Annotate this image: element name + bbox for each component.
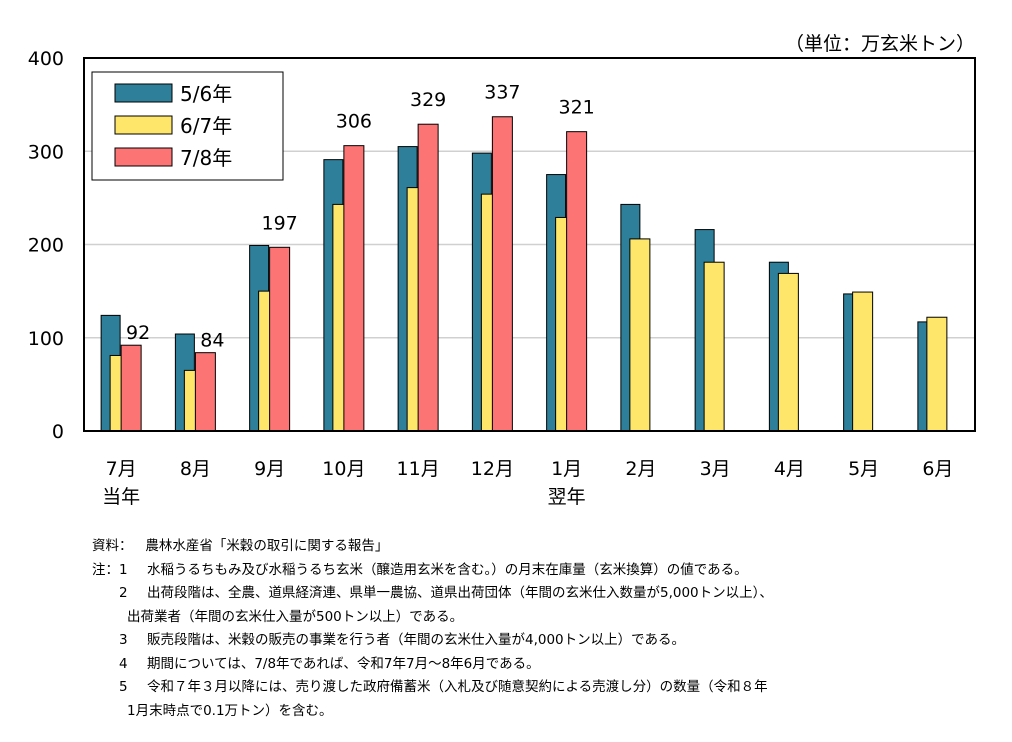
bar-series-2	[926, 316, 948, 432]
y-tick-label: 0	[52, 421, 64, 443]
y-tick-label: 400	[28, 48, 64, 70]
note-2-cont: 出荷業者（年間の玄米仕入量が500トン以上）である。	[127, 608, 464, 625]
x-tick-label: 7月	[106, 458, 137, 480]
source-text: 農林水産省「米穀の取引に関する報告」	[145, 538, 389, 554]
legend-label: 6/7年	[180, 114, 232, 138]
legend-label: 7/8年	[180, 146, 232, 170]
data-label: 92	[126, 322, 150, 344]
x-tick-label: 11月	[397, 458, 440, 480]
x-tick-label: 6月	[922, 458, 953, 480]
bar-series-3	[343, 145, 365, 432]
bar-series-3	[269, 246, 291, 432]
notes: 資料： 農林水産省「米穀の取引に関する報告」 注：1 水稲うるちもみ及び水稲うるち…	[92, 535, 773, 723]
note-5: 5 令和７年３月以降には、売り渡した政府備蓄米（入札及び随意契約による売渡し分）の…	[119, 679, 768, 695]
unit-label: （単位：万玄米トン）	[785, 33, 975, 55]
bar-series-3	[417, 123, 439, 432]
data-label: 84	[200, 330, 224, 352]
data-label: 329	[410, 89, 446, 111]
note-label: 注：	[92, 561, 119, 578]
bar-series-3	[194, 352, 216, 432]
note-1: 注：1 水稲うるちもみ及び水稲うるち玄米（醸造用玄米を含む。）の月末在庫量（玄米換…	[92, 561, 748, 578]
x-tick-label: 12月	[471, 458, 514, 480]
x-tick-label: 10月	[322, 458, 365, 480]
bar-series-2	[703, 261, 725, 432]
bar-series-3	[120, 344, 142, 432]
bar-series-2	[777, 272, 799, 432]
y-tick-label: 100	[28, 328, 64, 350]
y-tick-label: 200	[28, 235, 64, 257]
source-label: 資料：	[92, 538, 133, 554]
x-tick-label: 5月	[848, 458, 879, 480]
data-label: 337	[484, 82, 520, 104]
y-tick-label: 300	[28, 141, 64, 163]
x-tick-label: 1月	[551, 458, 582, 480]
bar-series-2	[629, 238, 651, 432]
note-5-cont: 1月末時点で0.1万トン）を含む。	[127, 702, 333, 719]
note-4: 4 期間については、7/8年であれば、令和7年7月～8年6月である。	[119, 655, 540, 672]
x-tick-label: 3月	[700, 458, 731, 480]
data-label: 321	[558, 97, 594, 119]
x-tick-sublabel: 翌年	[548, 486, 586, 508]
bar-series-2	[852, 291, 874, 432]
legend-swatch	[114, 147, 173, 167]
x-tick-label: 9月	[254, 458, 285, 480]
bar-series-3	[491, 116, 513, 432]
note-3: 3 販売段階は、米穀の販売の事業を行う者（年間の玄米仕入量が4,000トン以上）で…	[119, 632, 686, 648]
legend-label: 5/6年	[180, 82, 232, 106]
plot-border	[83, 57, 976, 432]
note-2: 2 出荷段階は、全農、道県経済連、県単一農協、道県出荷団体（年間の玄米仕入数量が5…	[119, 585, 773, 601]
source-line: 資料： 農林水産省「米穀の取引に関する報告」	[92, 535, 773, 559]
legend-swatch	[114, 83, 173, 103]
x-tick-label: 4月	[774, 458, 805, 480]
x-tick-label: 2月	[625, 458, 656, 480]
x-tick-label: 8月	[180, 458, 211, 480]
data-label: 306	[336, 111, 372, 133]
x-tick-sublabel: 当年	[102, 486, 140, 508]
legend-swatch	[114, 115, 173, 135]
bar-series-3	[566, 131, 588, 432]
data-label: 197	[261, 212, 297, 234]
